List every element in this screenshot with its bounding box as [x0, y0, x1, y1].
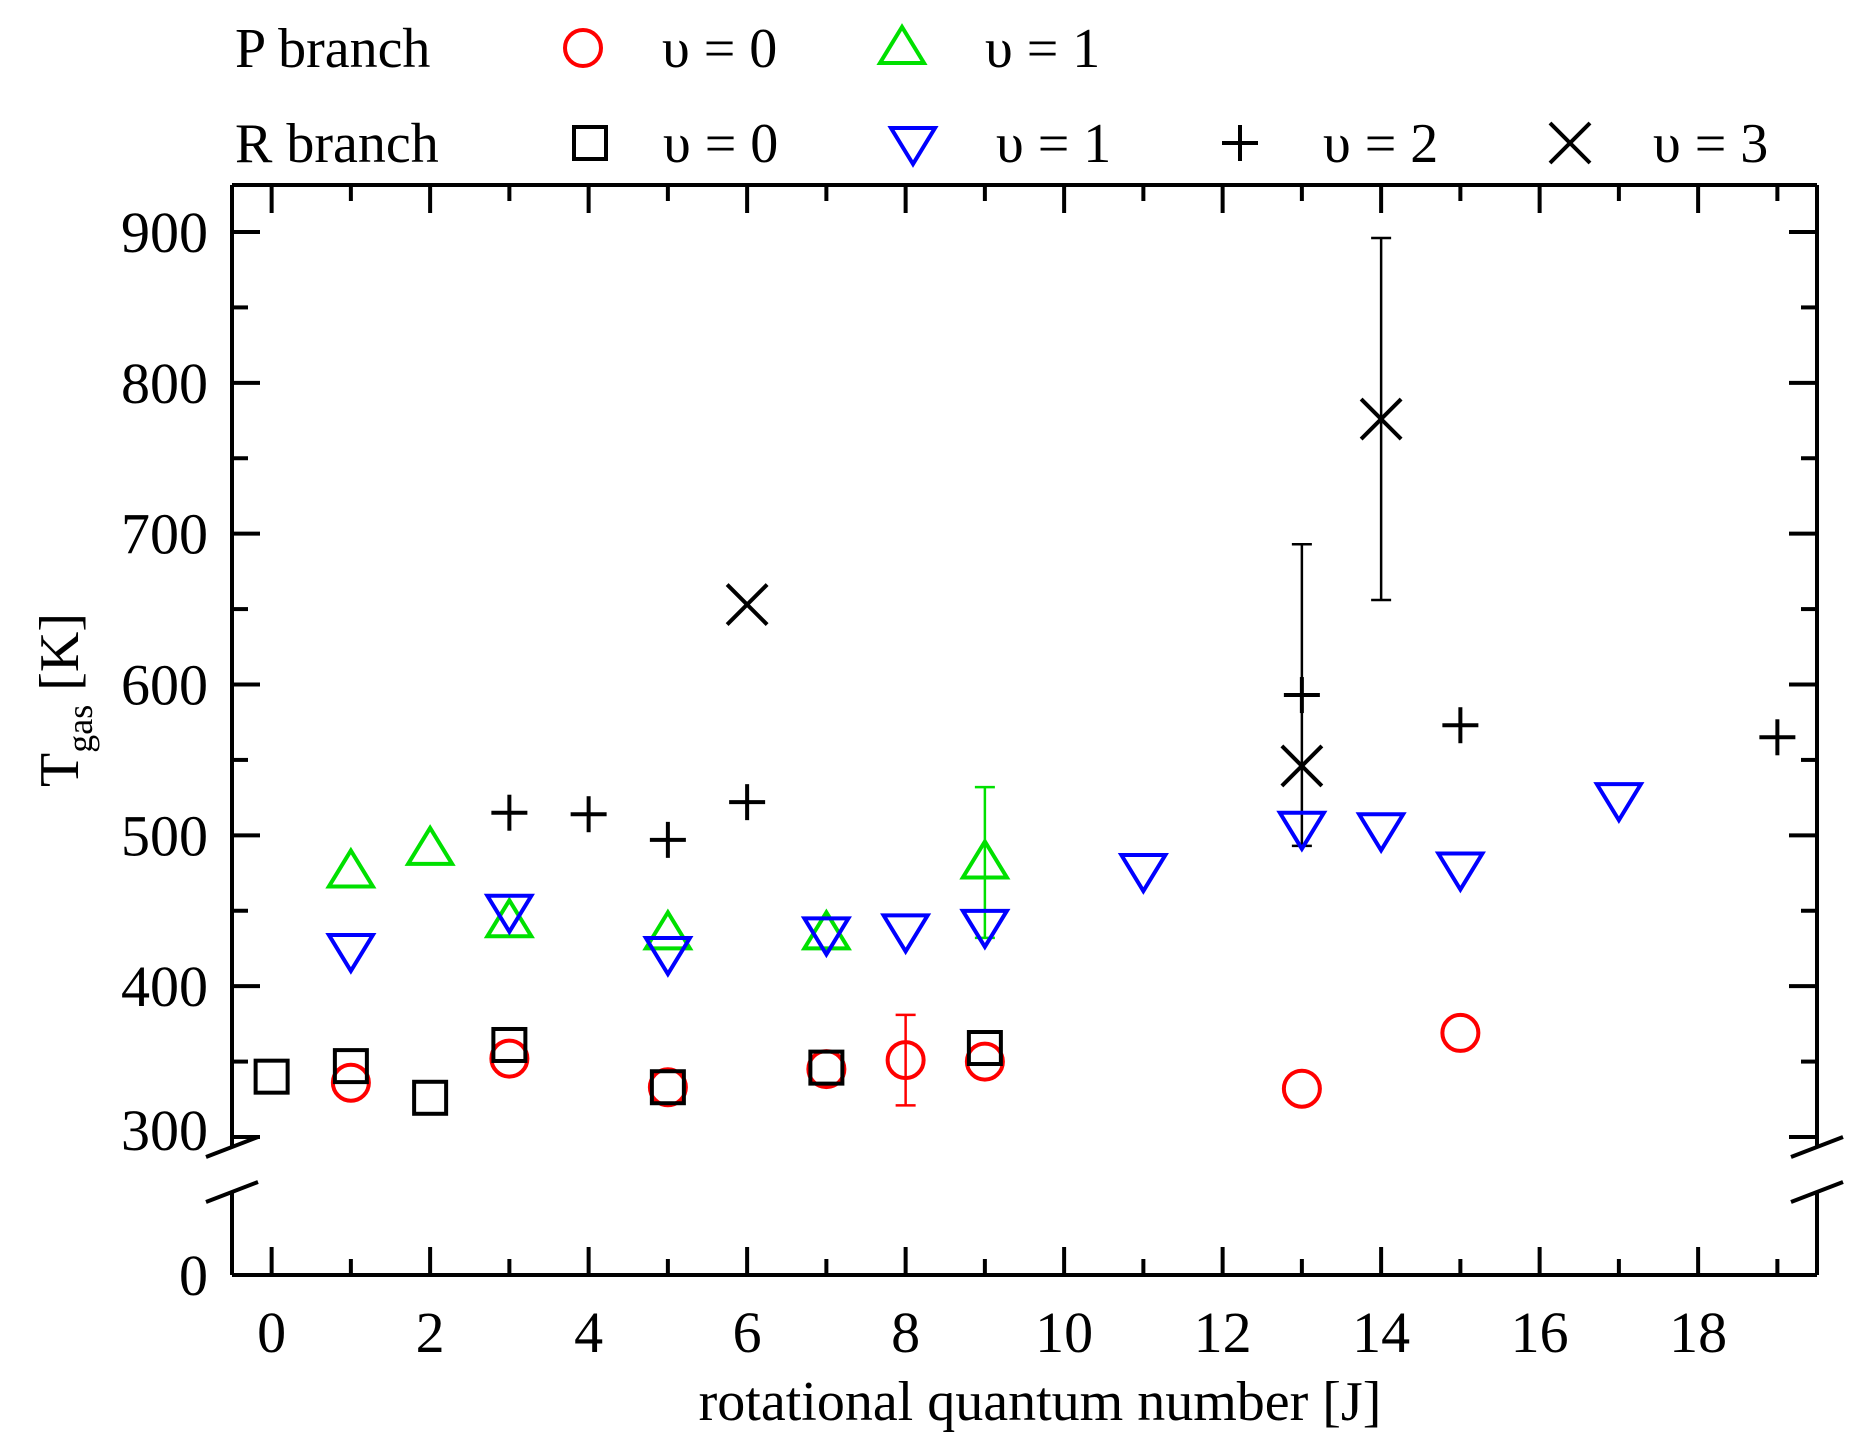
data-point [404, 824, 456, 866]
data-point [800, 916, 852, 959]
y-tick-label: 300 [121, 1098, 208, 1163]
data-point [412, 1079, 449, 1116]
x-tick-label: 16 [1511, 1300, 1569, 1365]
data-point [1442, 707, 1479, 744]
data-point [959, 908, 1011, 951]
y-tick-label: 700 [121, 502, 208, 567]
data-point [800, 908, 852, 951]
x-tick-label: 6 [733, 1300, 762, 1365]
y-tick-label: 400 [121, 954, 208, 1019]
data-point [332, 1048, 369, 1085]
x-tick-label: 10 [1035, 1300, 1093, 1365]
y-tick-label: 500 [121, 803, 208, 868]
y-tick-label: 0 [179, 1243, 208, 1308]
legend: P branch υ = 0 υ = 1 R branch υ = 0 υ = 1 υ = … [235, 18, 1768, 175]
axis-break-mark [205, 1135, 259, 1159]
data-point [966, 1030, 1003, 1067]
legend-marker [887, 126, 939, 168]
legend-marker [1548, 121, 1592, 165]
legend-marker [876, 23, 928, 65]
data-point [964, 1041, 1005, 1082]
legend-marker [1222, 125, 1258, 161]
data-points [253, 397, 1796, 1116]
x-tick-label: 4 [574, 1300, 603, 1365]
data-point [642, 908, 694, 951]
axis-ticks [232, 185, 1817, 1277]
data-point [647, 1067, 688, 1108]
x-tick-labels: 0 2 4 6 8 10 12 14 16 18 [257, 1300, 1727, 1365]
legend-marker [572, 125, 608, 161]
y-tick-label: 900 [121, 200, 208, 265]
data-point [725, 583, 769, 626]
series-R-square [253, 1026, 1003, 1116]
data-point [1359, 397, 1403, 441]
legend-entry-label: υ = 1 [996, 113, 1111, 175]
axis-break-mark [1790, 1135, 1844, 1159]
x-tick-label: 18 [1669, 1300, 1727, 1365]
data-point [1280, 744, 1324, 788]
y-tick-label: 800 [121, 351, 208, 416]
data-point [649, 821, 686, 858]
cross-b [725, 583, 769, 626]
data-point [491, 1026, 528, 1063]
error-bar [895, 1013, 916, 1107]
y-tick-label: 600 [121, 653, 208, 718]
data-point [253, 1058, 290, 1095]
data-point [1434, 851, 1486, 894]
data-point [483, 893, 535, 936]
legend-marker [563, 28, 603, 68]
legend-group-label: P branch [235, 18, 430, 80]
y-tick-labels: 0 300 400 500 600 700 800 900 [121, 200, 208, 1308]
data-point [1117, 853, 1169, 895]
series-R-triangle-down [325, 782, 1645, 978]
x-tick-label: 0 [257, 1300, 286, 1365]
data-point [1283, 677, 1320, 714]
legend-entry-label: υ = 1 [985, 18, 1100, 80]
series-R-plus [491, 677, 1796, 858]
cross-b [1359, 397, 1403, 441]
series-P-triangle-up [325, 824, 1011, 951]
cross-b [1548, 121, 1592, 165]
error-bars [895, 236, 1392, 1107]
data-point [885, 1040, 926, 1081]
plot-frame [205, 183, 1844, 1277]
y-axis-title: Tgas [K] [29, 613, 100, 787]
data-point [570, 796, 607, 833]
data-point [959, 837, 1011, 880]
axis-break-mark [205, 1180, 259, 1204]
data-point [1281, 1068, 1322, 1109]
x-axis-title: rotational quantum number [J] [699, 1371, 1382, 1433]
data-point [1593, 782, 1645, 824]
axis-break-mark [1790, 1180, 1844, 1204]
legend-entry-label: υ = 3 [1653, 113, 1768, 175]
data-point [649, 1069, 686, 1106]
data-point [1440, 1012, 1481, 1053]
data-point [642, 935, 694, 978]
x-tick-label: 14 [1352, 1300, 1410, 1365]
x-tick-label: 2 [416, 1300, 445, 1365]
x-tick-label: 12 [1194, 1300, 1252, 1365]
error-bar [974, 785, 995, 940]
cross-b [1280, 744, 1324, 788]
y-axis-title-text: Tgas [K] [29, 613, 100, 787]
data-point [325, 932, 377, 975]
data-point [483, 896, 535, 939]
data-point [1355, 812, 1407, 855]
legend-group-label: R branch [235, 113, 439, 175]
data-point [489, 1038, 530, 1079]
data-point [880, 913, 932, 956]
legend-entry-label: υ = 0 [663, 113, 778, 175]
x-tick-label: 8 [891, 1300, 920, 1365]
data-point [491, 794, 528, 831]
legend-entry-label: υ = 0 [662, 18, 777, 80]
legend-entry-label: υ = 2 [1323, 113, 1438, 175]
data-point [1276, 810, 1328, 853]
data-point [1759, 719, 1796, 756]
data-point [729, 784, 766, 821]
data-point [808, 1049, 845, 1086]
series-R-cross [725, 397, 1403, 788]
data-point [325, 846, 377, 889]
